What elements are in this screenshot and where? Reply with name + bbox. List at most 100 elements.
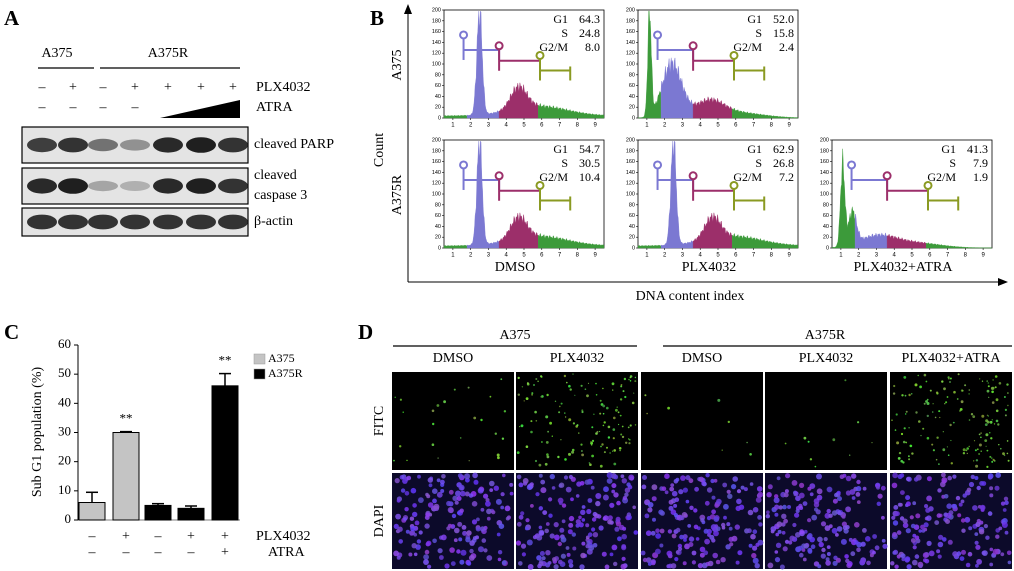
fitc-signal [393,459,395,462]
nucleus [536,534,543,541]
nucleus [952,503,958,509]
nucleus [671,533,677,539]
fitc-signal [746,441,748,444]
histogram-area [831,148,856,249]
nucleus [578,515,582,520]
fitc-signal [544,462,548,466]
column-label: DMSO [433,351,473,366]
nucleus [460,549,467,556]
nucleus [670,483,675,487]
fitc-signal [849,454,851,456]
nucleus [1004,500,1009,506]
histogram-area [498,212,539,249]
nucleus [575,519,581,525]
nucleus [877,493,883,499]
fitc-signal [991,419,993,421]
nucleus [586,540,591,545]
nucleus [904,556,911,562]
nucleus [624,492,629,497]
nucleus [465,537,471,543]
fitc-signal [558,411,561,414]
nucleus [983,524,989,529]
nucleus [698,476,704,482]
nucleus [726,489,731,494]
nucleus [674,557,679,562]
nucleus [424,549,430,555]
fitc-signal [517,376,520,380]
nucleus [799,482,805,488]
nucleus [688,542,694,547]
nucleus [680,515,685,521]
stat-name: G2/M [927,170,956,184]
fitc-signal [957,373,960,376]
fitc-signal [453,388,456,391]
nucleus [486,508,492,515]
fitc-signal [903,427,906,430]
fitc-signal [588,462,591,464]
nucleus [412,511,418,518]
nucleus [598,525,604,531]
nucleus [579,481,585,486]
nucleus [427,564,432,569]
bar [144,504,172,521]
nucleus [809,492,814,497]
nucleus [834,492,839,498]
y-tick-label: 20 [629,105,635,111]
blot-band [186,178,216,194]
nucleus [559,527,565,533]
nucleus [699,546,706,553]
y-tick-label: 60 [58,336,71,351]
nucleus [891,515,896,520]
fitc-signal [929,389,932,392]
nucleus [1007,560,1012,565]
nucleus [409,531,414,535]
nucleus [518,561,523,566]
nucleus [734,524,740,530]
fitc-signal [1007,392,1009,394]
y-tick-label: 0 [632,245,635,251]
histogram-area [854,213,888,249]
histogram-area [692,212,733,249]
fitc-signal [568,418,572,422]
histogram-area [537,232,605,249]
stat-value: 52.0 [773,12,794,26]
nucleus [693,524,699,530]
y-tick-label: 80 [435,72,441,78]
group-label: A375R [805,328,846,343]
legend-swatch [253,353,266,365]
nucleus [872,534,877,539]
blot-band [27,178,57,194]
nucleus [723,515,727,520]
fitc-signal [896,441,900,445]
nucleus [568,563,574,568]
fitc-signal [557,455,560,459]
stat-value: 2.4 [779,40,794,54]
fitc-signal [595,432,598,435]
nucleus [942,537,947,542]
fitc-signal [986,380,988,382]
nucleus [905,528,911,534]
nucleus [521,552,527,557]
fitc-signal [546,453,549,456]
fitc-signal [596,430,599,433]
nucleus [918,564,923,569]
nucleus [743,487,748,492]
y-tick-label: 100 [626,61,635,67]
fitc-signal [603,451,606,454]
fitc-signal [551,435,553,437]
nucleus [736,489,742,494]
fitc-signal [629,376,631,379]
nucleus [856,500,861,504]
fitc-signal [580,384,583,387]
nucleus [651,496,657,502]
nucleus [424,523,430,529]
fitc-signal [925,380,928,383]
nucleus [767,484,773,490]
nucleus [902,522,909,529]
nucleus [535,492,540,497]
fitc-signal [991,460,994,463]
nucleus [941,477,948,484]
histogram-area [660,140,694,249]
nucleus [966,487,972,493]
nucleus [579,564,585,570]
